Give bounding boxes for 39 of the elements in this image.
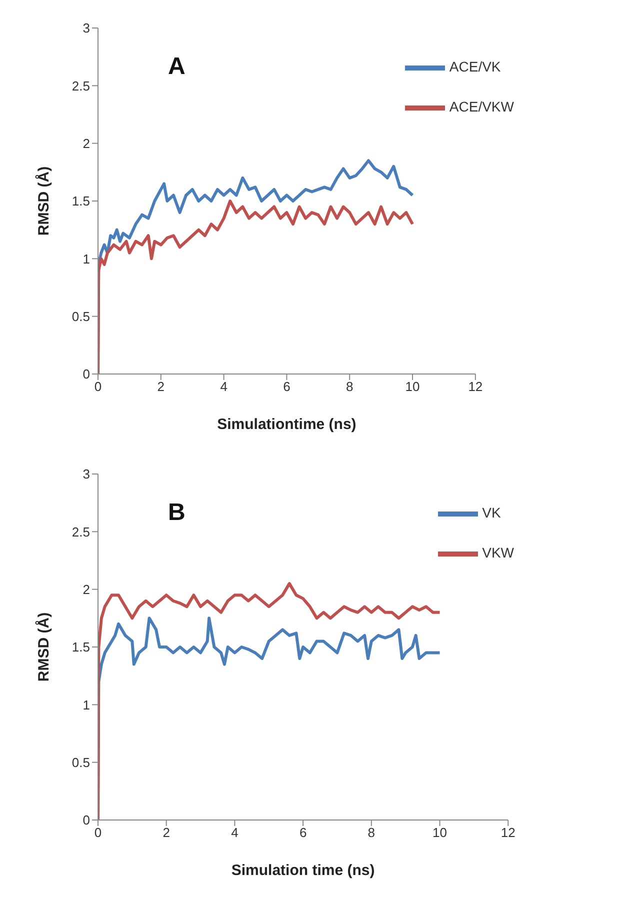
y-tick-label: 0	[82, 812, 90, 828]
legend-label: ACE/VKW	[449, 98, 514, 115]
x-tick-label: 2	[157, 379, 165, 394]
y-tick-label: 1.5	[72, 640, 90, 655]
x-tick-label: 0	[94, 379, 102, 394]
text: B	[168, 499, 186, 527]
x-tick-label: 4	[220, 379, 228, 394]
y-tick-label: 2	[82, 136, 90, 151]
x-tick-label: 12	[468, 379, 483, 394]
x-tick-label: 8	[346, 379, 354, 394]
y-axis-title: RMSD (Å)	[34, 166, 52, 236]
y-tick-label: 0.5	[72, 308, 90, 324]
x-axis-title: Simulationtime (ns)	[217, 416, 356, 433]
y-tick-label: 3	[82, 466, 90, 482]
text: A	[168, 53, 186, 81]
x-tick-label: 10	[405, 379, 420, 394]
legend-label: VK	[482, 504, 501, 521]
y-axis-title: RMSD (Å)	[34, 612, 52, 682]
y-tick-label: 1	[82, 697, 90, 712]
y-tick-label: 2.5	[72, 78, 90, 94]
y-tick-label: 1.5	[72, 194, 90, 209]
x-tick-label: 6	[283, 379, 290, 394]
line-series	[98, 200, 414, 374]
x-tick-label: 12	[500, 825, 516, 840]
y-tick-label: 0.5	[72, 754, 90, 770]
y-tick-label: 1	[82, 251, 90, 266]
y-tick-label: 2	[82, 582, 90, 597]
x-tick-label: 10	[432, 825, 447, 840]
x-axis-title: Simulation time (ns)	[231, 862, 375, 879]
x-tick-label: 6	[299, 825, 307, 840]
x-tick-label: 0	[94, 825, 102, 840]
y-tick-label: 0	[82, 366, 90, 382]
legend-label: ACE/VK	[449, 58, 501, 75]
x-tick-label: 2	[162, 825, 170, 840]
x-tick-label: 8	[368, 825, 376, 840]
y-tick-label: 2.5	[72, 524, 90, 540]
legend-label: VKW	[482, 544, 514, 561]
y-tick-label: 3	[82, 20, 90, 36]
x-tick-label: 4	[231, 825, 238, 840]
